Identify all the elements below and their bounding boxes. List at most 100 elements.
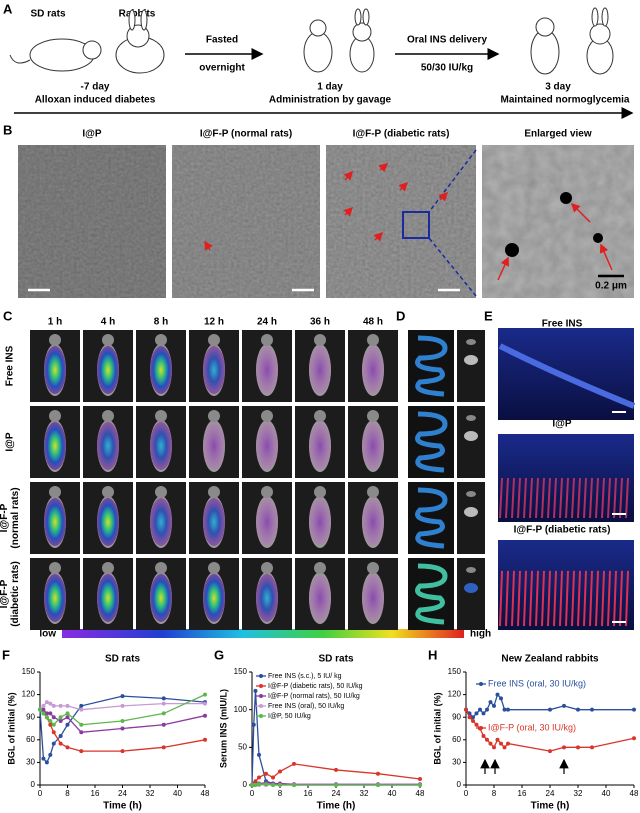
x-tick-label: 8 [492,789,497,798]
villus [571,570,575,627]
x-tick-label: 16 [518,789,527,798]
mouse-head [367,562,379,574]
mouse-head [155,562,167,574]
signal [203,422,225,470]
group-label: Free INS [5,345,16,386]
villus [589,477,593,519]
time-label: 48 h [363,317,383,328]
scale-label: 0.2 μm [595,281,627,292]
x-axis-label: Time (h) [531,801,570,812]
data-point [278,769,282,774]
data-point [474,722,479,727]
group-label: I@F-P [0,503,10,532]
chart-title: SD rats [318,654,353,665]
villus [547,477,551,519]
mouse-head [102,410,114,422]
data-point [65,722,70,727]
data-point [203,692,207,697]
data-point [471,718,475,723]
signal [362,574,384,622]
data-point [48,718,53,723]
group-label: (diabetic rats) [10,561,21,627]
panel-label: A [3,1,13,16]
nanoparticles [505,192,603,257]
data-point [44,715,49,720]
data-point [376,783,380,787]
data-point [499,741,503,746]
y-axis-label: BGL of initial (%) [432,692,442,764]
y-tick-label: 0 [243,780,248,789]
data-point [471,715,475,720]
villus [613,477,617,519]
x-tick-label: 48 [630,789,639,798]
data-point [576,745,580,750]
timeline-day: 1 day [317,82,343,93]
data-point [161,711,166,716]
data-point [271,775,275,780]
data-point [79,703,84,708]
villus [571,477,575,519]
x-tick-label: 40 [602,789,611,798]
signal [150,498,172,546]
legend-marker [259,684,263,688]
mouse-head [314,410,326,422]
red-arrows [204,163,613,281]
villus [499,570,503,627]
colorbar-label: high [470,629,491,640]
mouse-head [49,410,61,422]
image-title: Enlarged view [524,129,591,140]
mouse-head [49,334,61,346]
data-point [44,760,49,765]
signal [309,422,331,470]
x-tick-label: 16 [304,789,313,798]
data-point [271,783,275,787]
organ-image [408,558,454,630]
legend-marker [479,682,483,686]
y-tick-label: 60 [452,735,461,744]
villus [619,570,623,627]
timeline-event: Administration by gavage [269,95,392,106]
mouse-head [155,410,167,422]
villus [559,477,563,519]
data-point [38,707,42,712]
series-line [465,693,634,719]
villus [601,477,605,519]
x-tick-label: 16 [91,789,100,798]
intestine [415,563,448,625]
data-point [120,694,125,699]
x-tick-label: 0 [464,789,469,798]
step-text: Fasted [206,35,238,46]
data-point [58,741,63,746]
mouse-head [261,562,273,574]
data-point [44,711,49,716]
data-point [562,745,566,750]
legend-marker [259,674,263,678]
villus [583,477,587,519]
x-tick-label: 24 [546,789,555,798]
legend-marker [259,714,263,718]
data-point [562,703,566,708]
timeline-day: 3 day [545,82,571,93]
mouse-head [208,486,220,498]
villus [499,477,503,519]
signal [362,498,384,546]
step-text: overnight [199,63,245,74]
villus [523,477,527,519]
chart-title: New Zealand rabbits [501,654,599,665]
legend-label: I@F-P (normal rats), 50 IU/kg [268,693,360,700]
data-point [257,775,261,780]
data-point [485,737,489,742]
signal [203,498,225,546]
signal [97,574,119,622]
time-label: 8 h [154,317,168,328]
signal [97,422,119,470]
villus [619,477,623,519]
colorbar [62,629,464,638]
mouse-head [49,486,61,498]
signal [256,498,278,546]
panel-label: C [3,308,13,323]
data-point [58,703,63,708]
data-point [120,749,125,754]
mouse-head [155,486,167,498]
x-tick-label: 8 [65,789,70,798]
